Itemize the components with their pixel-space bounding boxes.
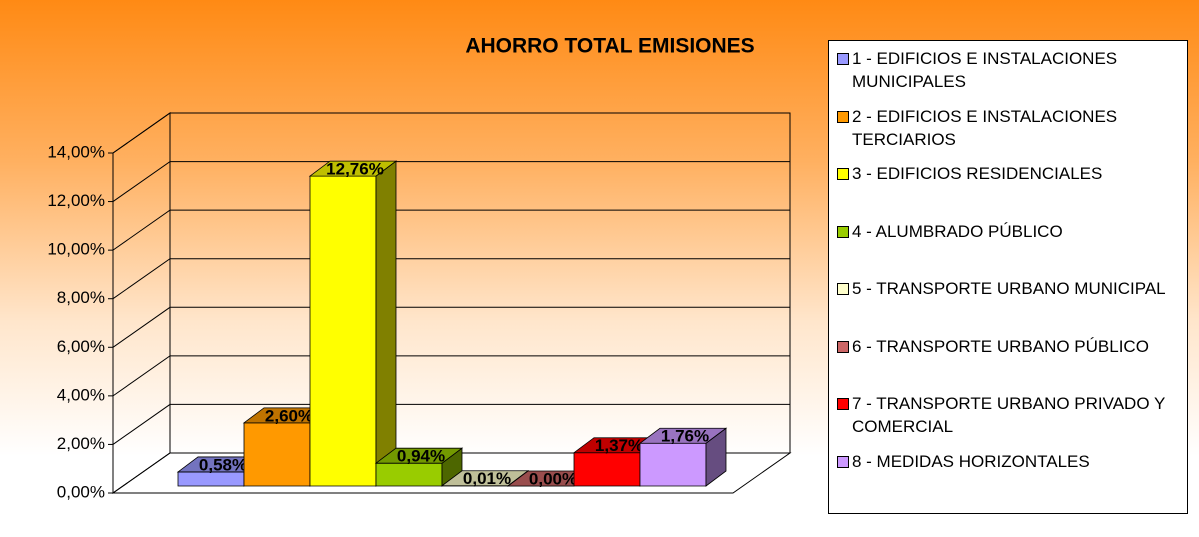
legend-label: 1 - EDIFICIOS E INSTALACIONES MUNICIPALE… bbox=[852, 49, 1118, 91]
legend-swatch bbox=[837, 398, 849, 410]
y-tick-label: 6,00% bbox=[57, 337, 105, 356]
bar-front bbox=[573, 452, 641, 487]
data-label: 0,58% bbox=[199, 455, 247, 474]
legend-label: 4 - ALUMBRADO PÚBLICO bbox=[852, 221, 1063, 241]
bar bbox=[308, 160, 398, 487]
legend-label: 2 - EDIFICIOS E INSTALACIONES TERCIARIOS bbox=[852, 106, 1118, 149]
legend-swatch bbox=[837, 53, 849, 65]
data-label: 2,60% bbox=[265, 406, 313, 425]
legend-swatch bbox=[837, 168, 849, 180]
y-tick-label: 2,00% bbox=[57, 434, 105, 453]
grid-line bbox=[112, 355, 790, 397]
bar-top bbox=[308, 160, 398, 177]
bar-top bbox=[374, 447, 464, 464]
data-label: 1,76% bbox=[661, 427, 709, 446]
grid-line bbox=[112, 403, 790, 445]
legend-label: 5 - TRANSPORTE URBANO MUNICIPAL bbox=[852, 279, 1166, 298]
legend-swatch bbox=[837, 340, 849, 353]
bar-front bbox=[243, 422, 311, 487]
grid-line bbox=[112, 112, 790, 154]
legend-label: 8 - MEDIDAS HORIZONTALES bbox=[852, 451, 1090, 471]
data-label: 0,00% bbox=[529, 469, 577, 488]
legend: 1 - EDIFICIOS E INSTALACIONES MUNICIPALE… bbox=[828, 40, 1188, 514]
y-tick-label: 10,00% bbox=[47, 240, 105, 259]
grid-line bbox=[112, 209, 790, 251]
legend-item: 7 - TRANSPORTE URBANO PRIVADO Y COMERCIA… bbox=[837, 392, 1187, 450]
data-label: 0,01% bbox=[463, 469, 511, 488]
data-label: 1,37% bbox=[595, 436, 643, 455]
legend-item: 1 - EDIFICIOS E INSTALACIONES MUNICIPALE… bbox=[837, 47, 1187, 105]
legend-item: 6 - TRANSPORTE URBANO PÚBLICO bbox=[837, 335, 1187, 393]
bar-front bbox=[639, 442, 707, 487]
y-tick-label: 0,00% bbox=[57, 482, 105, 501]
y-tick-label: 12,00% bbox=[47, 191, 105, 210]
legend-swatch bbox=[837, 110, 849, 123]
y-tick-label: 4,00% bbox=[57, 385, 105, 404]
legend-swatch bbox=[837, 225, 849, 238]
back-wall bbox=[169, 112, 791, 454]
data-label: 0,94% bbox=[397, 447, 445, 466]
legend-swatch bbox=[837, 283, 849, 295]
y-tick-label: 8,00% bbox=[57, 288, 105, 307]
grid-line bbox=[112, 258, 790, 300]
grid-line bbox=[112, 161, 790, 202]
legend-label: 6 - TRANSPORTE URBANO PÚBLICO bbox=[852, 336, 1149, 356]
bar-front bbox=[309, 175, 377, 487]
side-wall bbox=[112, 112, 171, 494]
legend-label: 3 - EDIFICIOS RESIDENCIALES bbox=[852, 164, 1103, 183]
bar-top bbox=[638, 427, 728, 444]
data-label: 12,76% bbox=[326, 160, 384, 179]
legend-label: 7 - TRANSPORTE URBANO PRIVADO Y COMERCIA… bbox=[852, 394, 1166, 436]
legend-item: 3 - EDIFICIOS RESIDENCIALES bbox=[837, 162, 1187, 220]
legend-item: 8 - MEDIDAS HORIZONTALES bbox=[837, 450, 1187, 508]
legend-item: 4 - ALUMBRADO PÚBLICO bbox=[837, 220, 1187, 278]
bar bbox=[638, 427, 728, 487]
grid-line bbox=[112, 306, 790, 348]
bar-side bbox=[375, 160, 397, 487]
chart-title: AHORRO TOTAL EMISIONES bbox=[465, 35, 754, 58]
legend-swatch bbox=[837, 455, 849, 468]
legend-item: 2 - EDIFICIOS E INSTALACIONES TERCIARIOS bbox=[837, 105, 1187, 163]
bar-front bbox=[375, 462, 443, 487]
y-tick-label: 14,00% bbox=[47, 142, 105, 161]
legend-item: 5 - TRANSPORTE URBANO MUNICIPAL bbox=[837, 277, 1187, 335]
bar bbox=[374, 447, 464, 487]
